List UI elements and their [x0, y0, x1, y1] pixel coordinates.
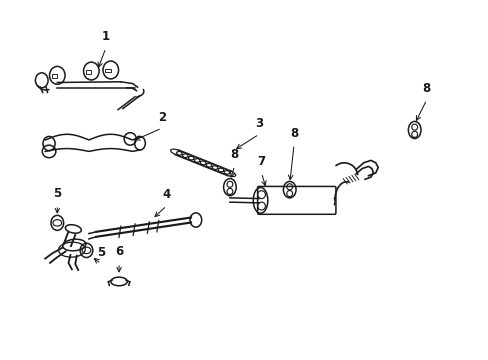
- Text: 5: 5: [53, 187, 61, 201]
- Text: 3: 3: [255, 117, 263, 130]
- Text: 1: 1: [102, 30, 110, 43]
- Bar: [52, 74, 57, 78]
- Text: 4: 4: [162, 188, 170, 201]
- Text: 7: 7: [257, 155, 265, 168]
- Bar: [105, 68, 111, 72]
- Text: 6: 6: [115, 245, 123, 258]
- Text: 8: 8: [230, 148, 239, 161]
- Text: 8: 8: [289, 127, 298, 140]
- Bar: [86, 69, 91, 73]
- Text: 8: 8: [422, 82, 430, 95]
- Text: 2: 2: [158, 111, 165, 123]
- Text: 5: 5: [97, 246, 105, 259]
